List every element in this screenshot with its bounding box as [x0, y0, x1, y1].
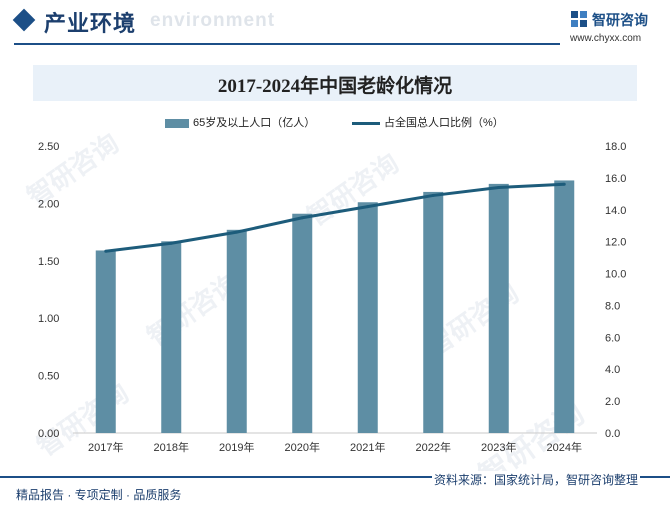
line-point	[497, 185, 501, 189]
bar	[423, 191, 444, 433]
y-right-tick-label: 12.0	[605, 237, 626, 249]
legend-line-swatch	[352, 121, 380, 125]
source-note: 资料来源：国家统计局，智研咨询整理	[432, 471, 641, 488]
footer-tagline: 精品报告 · 专项定制 · 品质服务	[16, 488, 182, 502]
brand-logo-icon	[571, 11, 587, 27]
line-point	[562, 182, 566, 186]
brand-url: www.chyxx.com	[570, 33, 642, 44]
footer-divider	[0, 476, 670, 478]
x-tick-label: 2023年	[481, 440, 516, 454]
bar	[488, 183, 509, 433]
y-left-tick-label: 2.50	[38, 141, 59, 153]
x-tick-label: 2018年	[154, 440, 189, 454]
chart-legend: 65岁及以上人口（亿人） 占全国总人口比例（%）	[0, 114, 670, 130]
y-right-tick-label: 6.0	[605, 332, 620, 344]
legend-label: 占全国总人口比例（%）	[384, 117, 504, 129]
bar	[292, 213, 313, 433]
line-point	[431, 193, 435, 197]
y-left-tick-label: 2.00	[38, 198, 59, 210]
header-divider	[14, 43, 560, 45]
header-watermark: environment	[150, 10, 276, 31]
x-tick-label: 2024年	[547, 440, 582, 454]
y-left-tick-label: 0.50	[38, 371, 59, 383]
chart-title-bar: 2017-2024年中国老龄化情况	[33, 65, 637, 101]
y-left-tick-label: 0.00	[38, 428, 59, 440]
x-tick-label: 2020年	[285, 440, 320, 454]
y-left-tick-label: 1.00	[38, 313, 59, 325]
series-line	[105, 182, 565, 253]
y-left-tick-label: 1.50	[38, 256, 59, 268]
line-point	[104, 249, 108, 253]
legend-item-line: 占全国总人口比例（%）	[352, 114, 504, 130]
x-tick-label: 2021年	[350, 440, 385, 454]
chart-title: 2017-2024年中国老龄化情况	[217, 76, 453, 97]
bar	[357, 202, 378, 433]
y-right-tick-label: 16.0	[605, 173, 626, 185]
legend-item-bar: 65岁及以上人口（亿人）	[165, 114, 315, 130]
y-right-tick-label: 18.0	[605, 141, 626, 153]
legend-label: 65岁及以上人口（亿人）	[193, 117, 316, 129]
legend-bar-swatch	[165, 118, 189, 128]
y-right-tick-label: 10.0	[605, 269, 626, 281]
x-tick-label: 2019年	[219, 440, 254, 454]
line-point	[235, 230, 239, 234]
y-right-tick-label: 2.0	[605, 396, 620, 408]
section-title: 产业环境	[44, 11, 137, 36]
bar	[95, 250, 116, 433]
line-point	[300, 216, 304, 220]
bar	[554, 180, 575, 433]
y-right-tick-label: 4.0	[605, 364, 620, 376]
chart: 0.00 0.50 1.00 1.50 2.00 2.50 0.0 2.0 4.0 6.0 8.0 1…	[38, 141, 626, 454]
bar	[226, 229, 247, 433]
y-right-tick-label: 0.0	[605, 428, 620, 440]
y-right-tick-label: 14.0	[605, 205, 626, 217]
page-header: 产业环境 environment 智研咨询 www.chyxx.com	[0, 0, 670, 52]
line-point	[169, 241, 173, 245]
brand-name: 智研咨询	[592, 12, 648, 28]
x-tick-label: 2022年	[416, 440, 451, 454]
y-right-tick-label: 8.0	[605, 300, 620, 312]
bar	[161, 241, 182, 433]
line-point	[366, 205, 370, 209]
x-tick-label: 2017年	[88, 440, 123, 454]
